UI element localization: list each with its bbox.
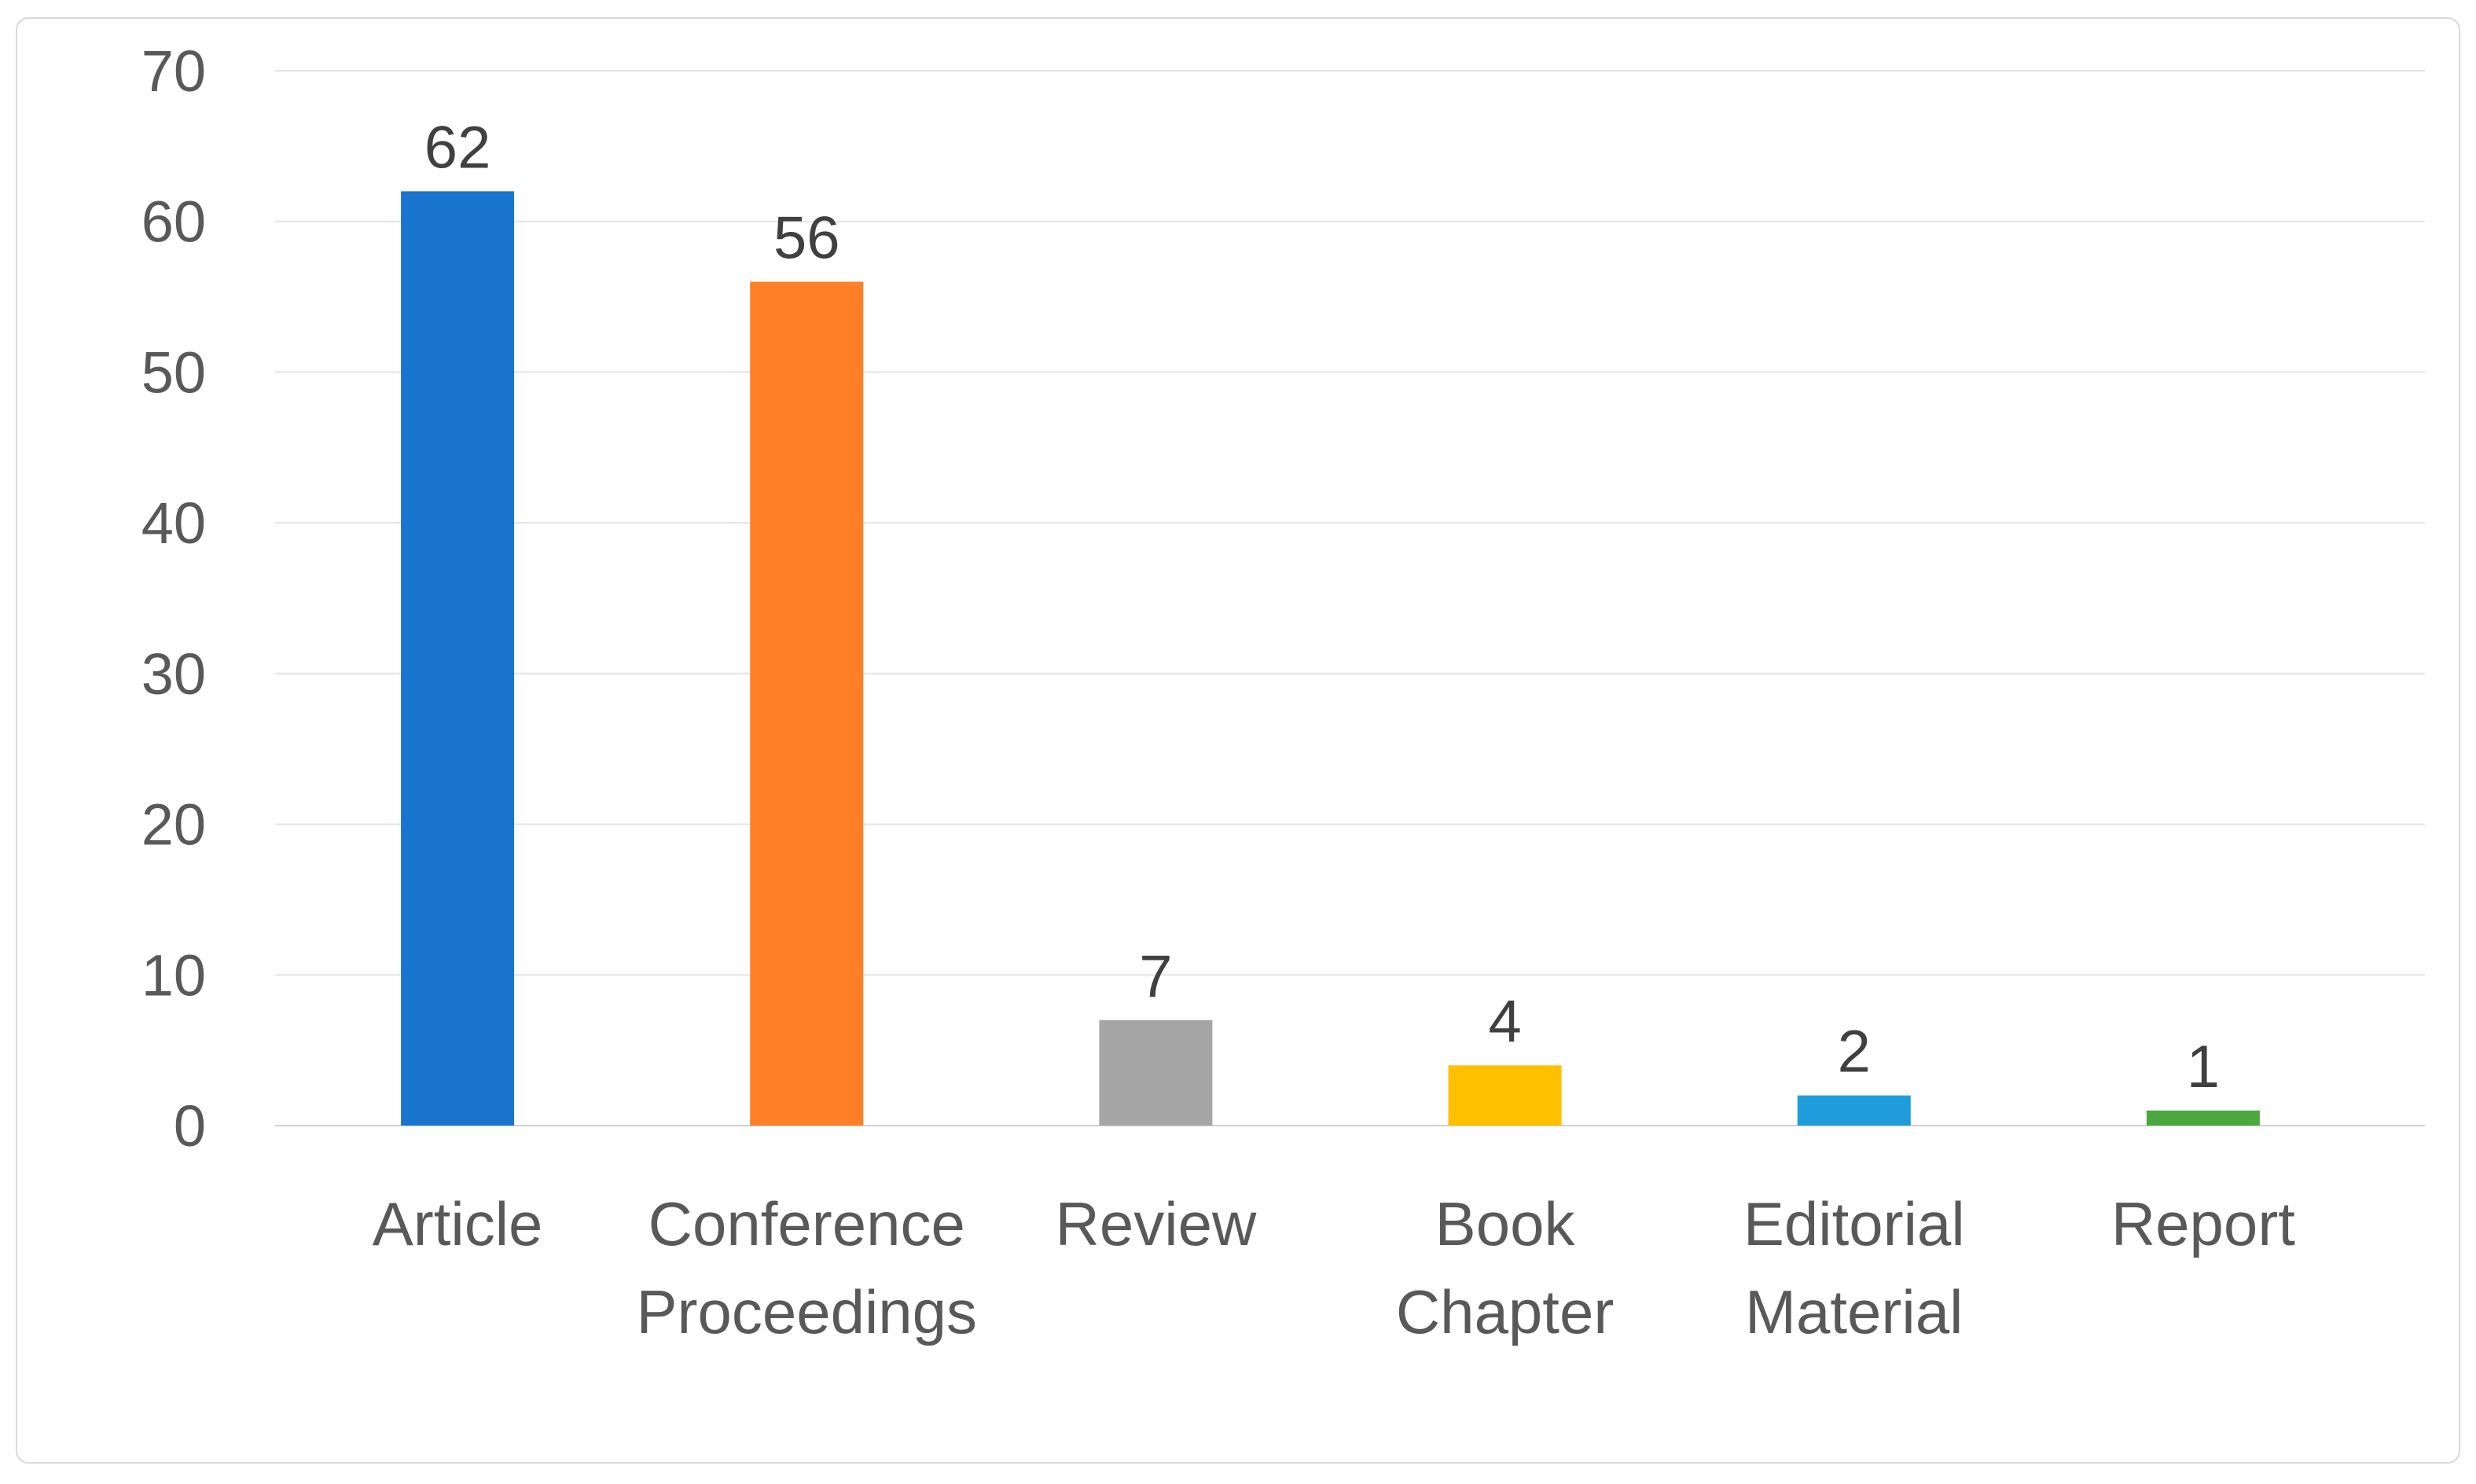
y-tick-label: 70 [141, 39, 206, 104]
y-tick-label: 40 [141, 490, 206, 556]
data-label: 62 [424, 114, 491, 181]
bar [401, 191, 515, 1126]
data-label: 56 [773, 204, 840, 271]
data-label: 7 [1139, 943, 1172, 1010]
category-label: Article [373, 1189, 543, 1258]
category-label: Proceedings [636, 1277, 977, 1346]
bar [1448, 1065, 1562, 1126]
category-label: Book [1435, 1189, 1576, 1258]
y-tick-label: 0 [174, 1093, 206, 1159]
category-label: Editorial [1743, 1189, 1965, 1258]
category-label: Conference [648, 1189, 965, 1258]
y-tick-label: 60 [141, 189, 206, 255]
y-tick-label: 10 [141, 942, 206, 1008]
category-label: Review [1056, 1189, 1257, 1258]
bar [1797, 1095, 1911, 1126]
y-tick-label: 50 [141, 340, 206, 405]
y-tick-label: 30 [141, 641, 206, 707]
bar [2146, 1110, 2260, 1126]
data-label: 2 [1838, 1019, 1871, 1085]
data-label: 1 [2187, 1034, 2220, 1100]
bar [1099, 1019, 1213, 1126]
category-label: Material [1745, 1277, 1963, 1346]
category-label: Chapter [1396, 1277, 1615, 1346]
y-tick-label: 20 [141, 792, 206, 858]
bar [750, 281, 864, 1126]
data-label: 4 [1488, 988, 1521, 1055]
category-label: Report [2111, 1189, 2295, 1258]
